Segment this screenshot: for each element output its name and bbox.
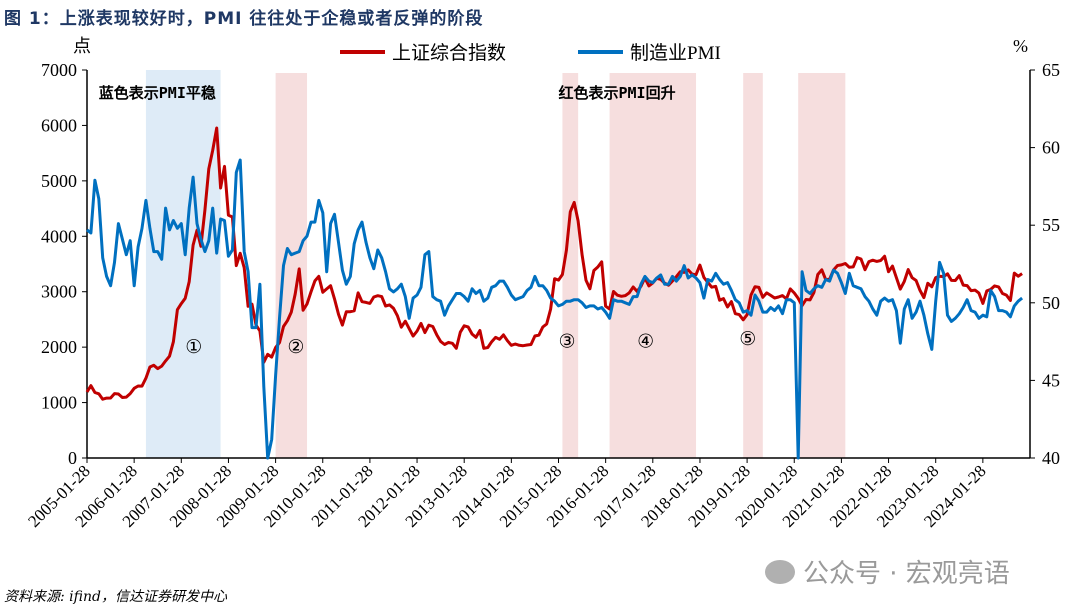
legend-label: 制造业PMI [630,42,721,64]
annotation-label: ③ [559,331,576,353]
blue-band [145,70,221,458]
annotation-label: ② [287,336,304,358]
right-tick-label: 50 [1042,293,1060,313]
red-band [562,73,579,458]
left-tick-label: 7000 [41,60,77,80]
left-tick-label: 0 [68,448,77,468]
annotation-label: ④ [637,331,654,353]
annotation-label: 蓝色表示PMI平稳 [99,84,216,102]
right-tick-label: 60 [1042,138,1060,158]
left-tick-label: 1000 [41,393,77,413]
wechat-icon [765,559,795,584]
series-line-pmi [86,158,1024,460]
left-tick-label: 6000 [41,115,77,135]
right-tick-label: 40 [1042,448,1060,468]
right-axis-unit: % [1013,36,1028,56]
left-axis-unit: 点 [73,36,91,56]
annotation-label: ① [185,336,202,358]
red-band [609,73,697,458]
left-tick-label: 4000 [41,226,77,246]
right-tick-label: 45 [1042,370,1060,390]
series-line-sse [85,126,1023,401]
watermark-text: 公众号 · 宏观亮语 [803,559,1010,589]
right-tick-label: 55 [1042,215,1060,235]
watermark: 公众号 · 宏观亮语 [765,553,1010,590]
source-note: 资料来源: ifind，信达证券研发中心 [4,589,227,605]
annotation-label: 红色表示PMI回升 [559,84,676,102]
left-tick-label: 3000 [41,282,77,302]
left-tick-label: 2000 [41,337,77,357]
legend-label: 上证综合指数 [392,42,506,64]
annotation-label: ⑤ [739,328,756,350]
left-tick-label: 5000 [41,171,77,191]
red-band [743,73,763,458]
chart-title: 图 1：上涨表现较好时，PMI 往往处于企稳或者反弹的阶段 [4,9,484,29]
red-band [275,73,308,458]
right-tick-label: 65 [1042,60,1060,80]
